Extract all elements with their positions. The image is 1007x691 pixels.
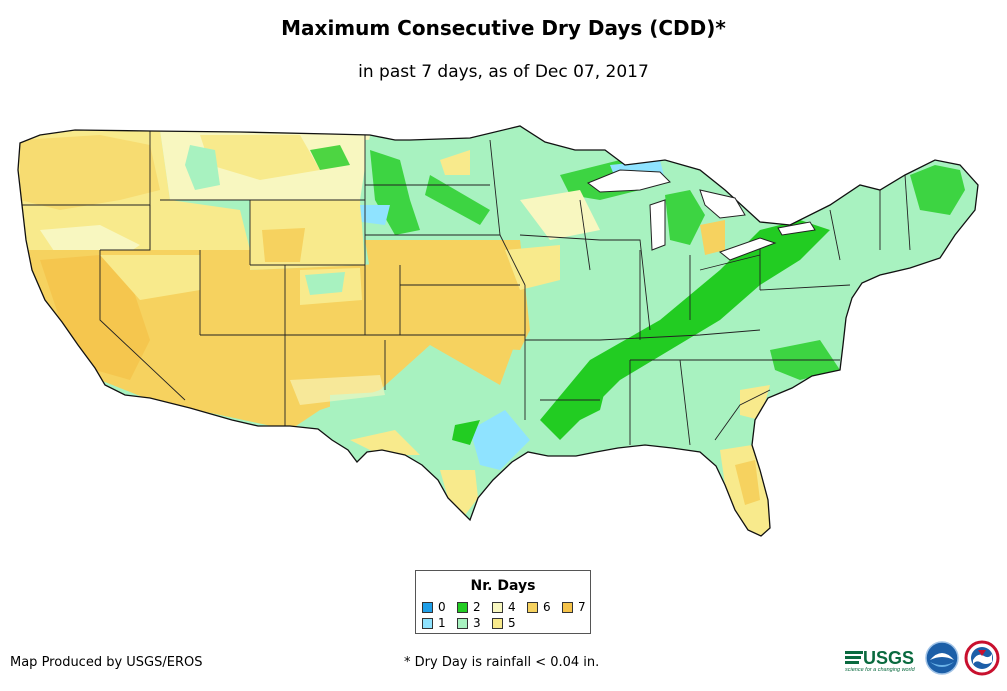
- legend-item-1: 1: [422, 616, 446, 630]
- legend-label-1: 1: [438, 616, 446, 630]
- legend-swatch-2: [457, 601, 468, 613]
- map-legend: Nr. Days 0 1 2 3 4 5 6 7: [415, 570, 591, 634]
- legend-item-5: 5: [492, 616, 516, 630]
- legend-swatch-4: [492, 601, 503, 613]
- usgs-logo-icon: USGS science for a changing world: [845, 648, 916, 673]
- legend-swatch-5: [492, 617, 503, 629]
- legend-swatch-3: [457, 617, 468, 629]
- legend-item-0: 0: [422, 600, 446, 614]
- legend-swatch-0: [422, 601, 433, 613]
- dry-day-footnote: * Dry Day is rainfall < 0.04 in.: [404, 655, 600, 670]
- legend-label-3: 3: [473, 616, 481, 630]
- legend-label-6: 6: [543, 600, 551, 614]
- legend-label-7: 7: [578, 600, 586, 614]
- legend-label-0: 0: [438, 600, 446, 614]
- legend-swatch-7: [562, 601, 573, 613]
- noaa-logo-icon: [925, 641, 959, 675]
- map-subtitle: in past 7 days, as of Dec 07, 2017: [358, 62, 649, 82]
- legend-item-6: 6: [527, 600, 551, 614]
- nws-logo-icon: [964, 640, 1000, 676]
- legend-item-7: 7: [562, 600, 586, 614]
- usgs-tagline: science for a changing world: [845, 667, 916, 673]
- map-title: Maximum Consecutive Dry Days (CDD)*: [281, 16, 726, 40]
- legend-item-4: 4: [492, 600, 516, 614]
- legend-title: Nr. Days: [470, 578, 536, 594]
- legend-swatch-1: [422, 617, 433, 629]
- map-credit: Map Produced by USGS/EROS: [10, 655, 203, 670]
- usgs-logo-text: USGS: [863, 648, 914, 668]
- legend-label-5: 5: [508, 616, 516, 630]
- legend-label-4: 4: [508, 600, 516, 614]
- legend-item-3: 3: [457, 616, 481, 630]
- legend-item-2: 2: [457, 600, 481, 614]
- legend-label-2: 2: [473, 600, 481, 614]
- legend-swatch-6: [527, 601, 538, 613]
